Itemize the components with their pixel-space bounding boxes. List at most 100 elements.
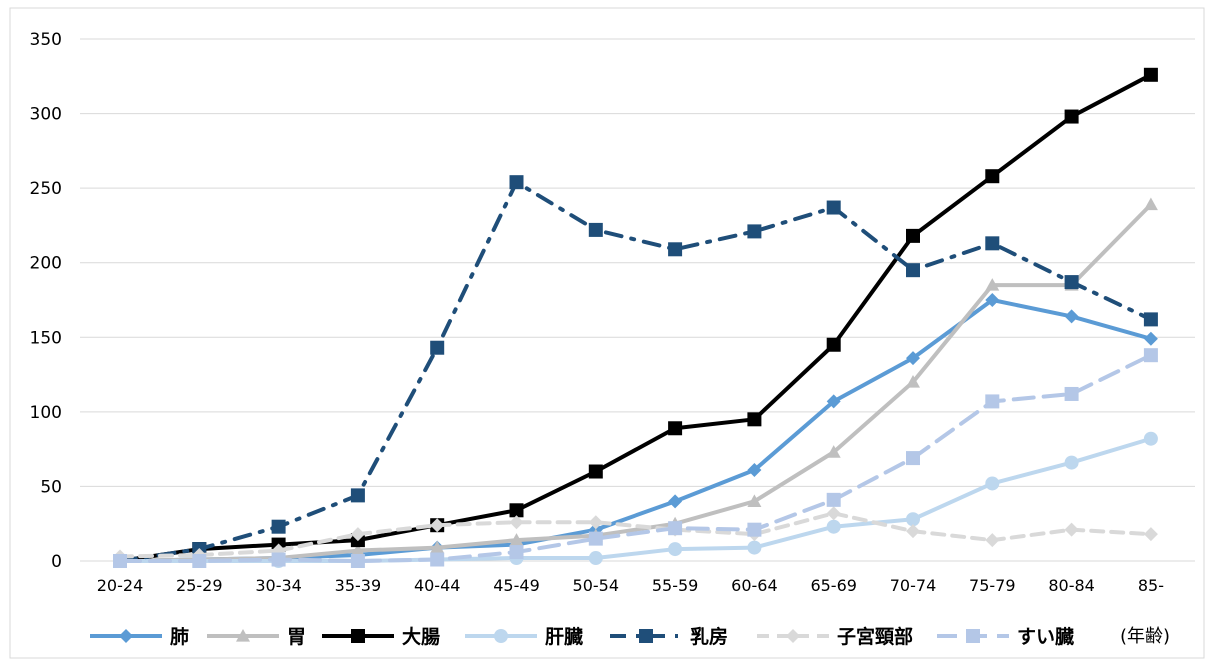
data-point	[1064, 275, 1079, 290]
data-point	[826, 200, 841, 215]
x-tick-label: 40-44	[414, 576, 461, 595]
data-point	[1064, 309, 1079, 324]
legend-item-0: 肺	[90, 626, 189, 648]
data-point	[1143, 312, 1158, 327]
data-point	[668, 542, 683, 557]
series-lines	[113, 67, 1158, 568]
x-tick-label: 65-69	[810, 576, 857, 595]
data-point	[1143, 67, 1158, 82]
data-point	[271, 519, 286, 534]
data-point	[1143, 431, 1158, 446]
data-point	[747, 540, 762, 555]
x-tick-label: 75-79	[969, 576, 1016, 595]
legend-label: 乳房	[690, 625, 728, 648]
data-point	[350, 527, 365, 542]
x-tick-label: 50-54	[573, 576, 620, 595]
data-point	[985, 278, 1000, 291]
data-point	[906, 228, 920, 243]
data-point	[350, 543, 365, 557]
data-point	[906, 524, 920, 539]
series-line	[118, 353, 1153, 563]
data-point	[1064, 386, 1079, 401]
data-point	[668, 521, 683, 536]
data-point	[271, 552, 286, 567]
series-line	[118, 202, 1153, 563]
legend-swatch-marker	[119, 629, 133, 643]
data-point	[113, 554, 127, 568]
data-point	[826, 492, 841, 507]
data-point	[985, 476, 1000, 491]
data-point	[588, 531, 603, 546]
legend-item-2: 大腸	[322, 625, 440, 648]
y-tick-label: 50	[40, 477, 62, 497]
x-tick-label: 80-84	[1048, 576, 1095, 595]
series-line	[118, 436, 1153, 563]
y-tick-label: 200	[30, 254, 62, 274]
legend-item-5: 子宮頸部	[757, 625, 913, 648]
data-point	[430, 340, 445, 355]
data-point	[1064, 522, 1079, 537]
data-point	[985, 533, 1000, 548]
x-axis-unit-label: (年齢)	[1120, 626, 1170, 647]
legend-item-4: 乳房	[610, 625, 728, 648]
x-tick-label: 85-	[1138, 576, 1164, 595]
data-point	[588, 515, 603, 530]
data-point	[1064, 455, 1079, 470]
data-point	[1143, 348, 1158, 363]
data-point	[192, 554, 207, 568]
data-point	[985, 293, 1000, 307]
data-point	[747, 412, 762, 427]
series-5	[113, 506, 1158, 564]
data-point	[350, 554, 365, 568]
data-point	[430, 540, 445, 554]
data-point	[747, 494, 762, 507]
y-tick-label: 300	[30, 105, 62, 125]
data-point	[668, 421, 683, 436]
legend-swatch-marker	[786, 629, 800, 643]
data-point	[906, 451, 920, 466]
data-point	[1064, 109, 1079, 124]
data-point	[906, 512, 920, 527]
x-axis-ticks: 20-24 25-29 30-34 35-39 40-44 45-49 50-54 55-59…	[97, 576, 1164, 595]
legend-label: 子宮頸部	[837, 625, 913, 648]
data-point	[668, 494, 683, 509]
x-tick-label: 35-39	[335, 576, 382, 595]
data-point	[509, 175, 524, 190]
data-point	[826, 519, 841, 534]
x-tick-label: 30-34	[255, 576, 302, 595]
data-point	[906, 263, 920, 278]
data-point	[1143, 331, 1158, 346]
data-point	[430, 518, 445, 533]
data-point	[826, 394, 841, 409]
x-tick-label: 60-64	[731, 576, 778, 595]
x-tick-label: 20-24	[97, 576, 144, 595]
data-point	[509, 503, 524, 518]
legend-label: 肺	[170, 626, 189, 648]
y-tick-label: 0	[51, 552, 62, 572]
data-point	[985, 394, 1000, 409]
y-axis-ticks: 0 50 100 150 200 250 300 350	[30, 30, 62, 572]
data-point	[747, 522, 762, 537]
legend-swatch-marker	[351, 629, 365, 643]
series-line	[118, 180, 1153, 563]
legend-label: 大腸	[402, 625, 440, 648]
legend-label: すい臓	[1017, 626, 1074, 648]
data-point	[747, 224, 762, 239]
y-tick-label: 150	[30, 328, 62, 348]
legend-label: 肝臓	[545, 626, 583, 648]
series-line	[118, 511, 1153, 559]
data-point	[509, 515, 524, 530]
y-tick-label: 350	[30, 30, 62, 50]
series-line	[118, 72, 1153, 563]
data-point	[1143, 197, 1158, 211]
data-point	[826, 506, 841, 521]
legend-swatch-marker	[639, 629, 653, 643]
data-point	[906, 351, 920, 366]
data-point	[588, 551, 603, 566]
legend-item-3: 肝臓	[465, 626, 583, 648]
data-point	[588, 464, 603, 479]
data-point	[430, 552, 445, 567]
data-point	[985, 169, 1000, 184]
data-point	[509, 545, 524, 560]
